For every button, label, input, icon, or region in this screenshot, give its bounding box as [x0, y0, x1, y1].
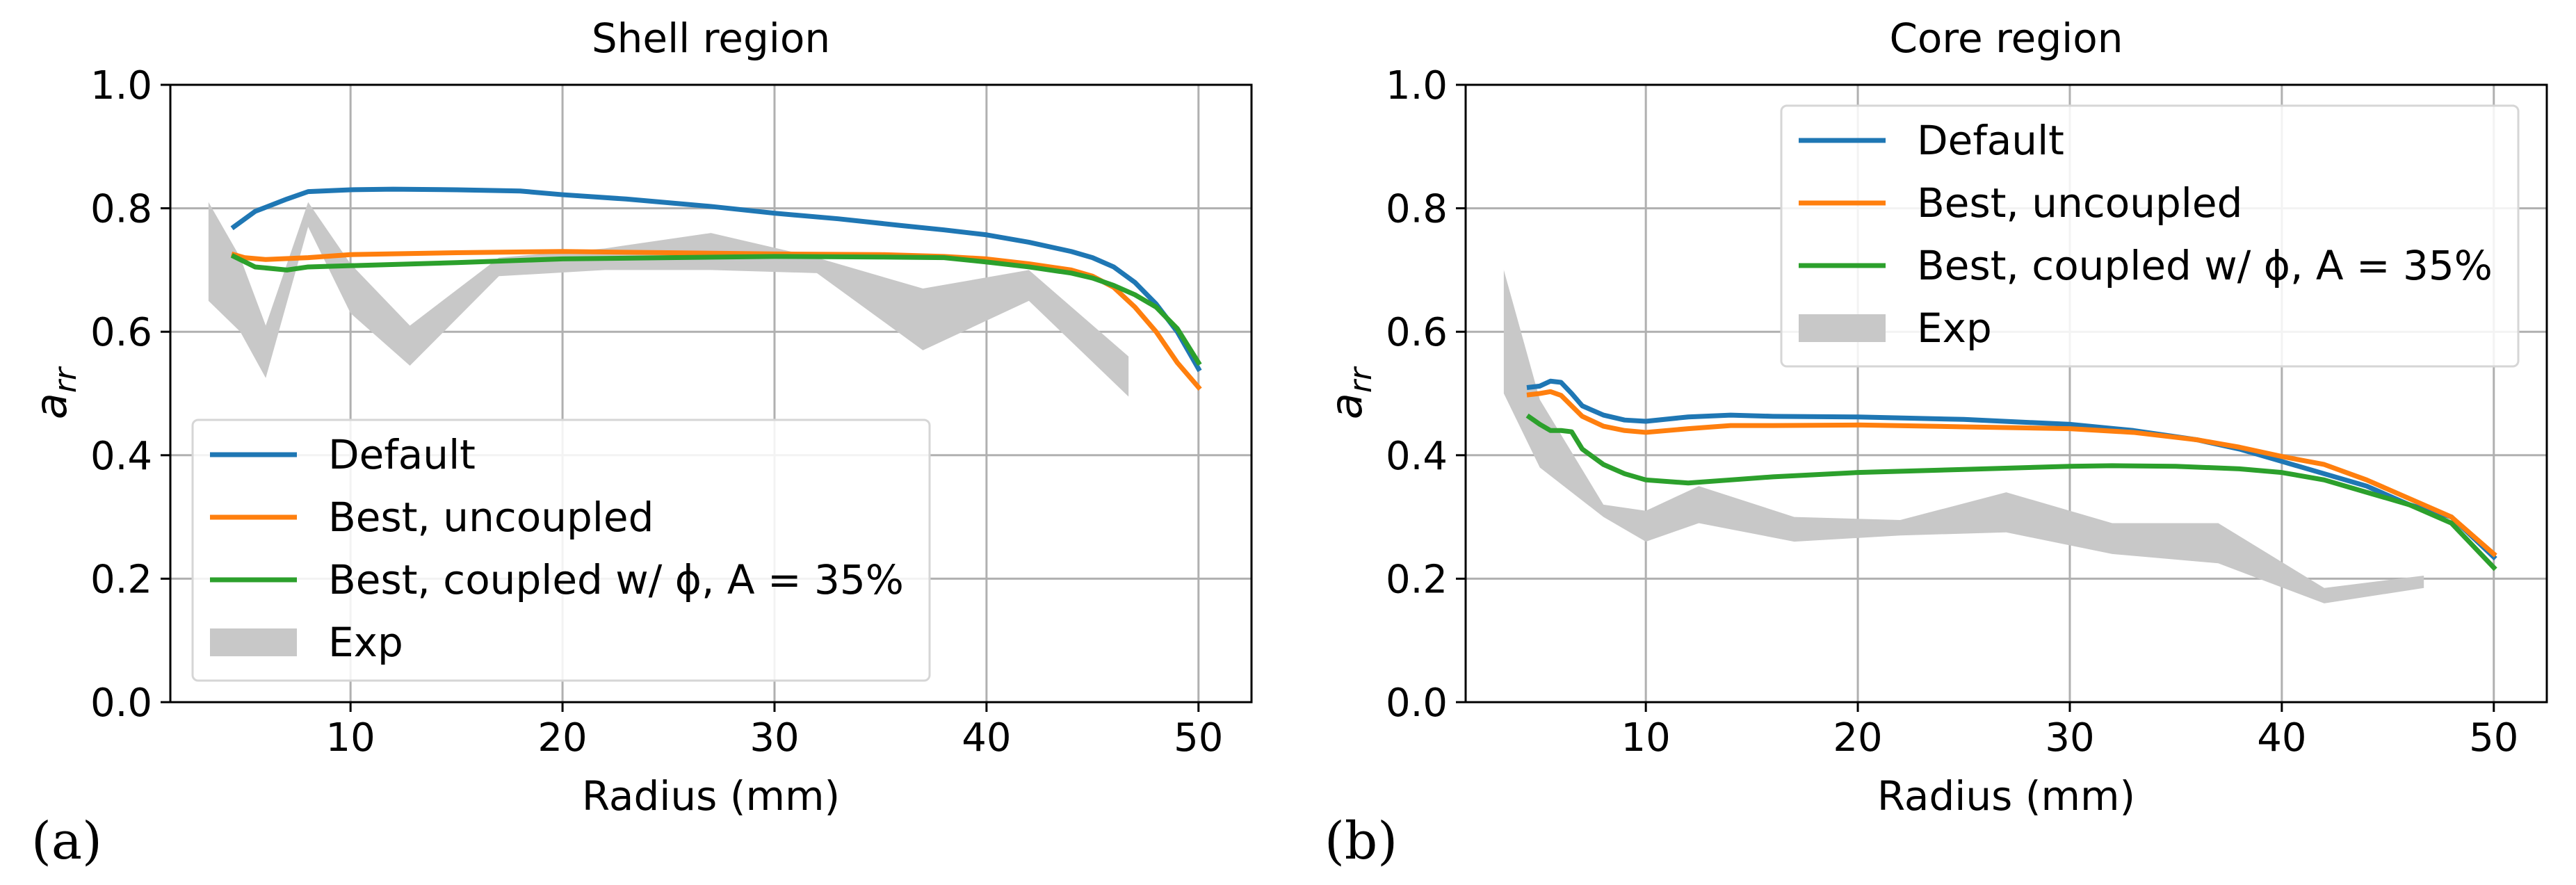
- y-axis-label-sub: rr: [1343, 366, 1379, 393]
- legend-label: Default: [328, 431, 476, 478]
- y-tick-label: 1.0: [90, 63, 152, 108]
- y-tick-label: 0.2: [1386, 557, 1448, 602]
- series-band-exp: [1503, 270, 2424, 603]
- legend: Default Best, uncoupled Best, coupled w/ ϕ…: [191, 419, 931, 682]
- panel-a: 10 20 30 40 50 0.0 0.2 0.4 0.6 0.8 1.0 Shell region…: [26, 15, 1253, 871]
- legend-label: Exp: [1917, 305, 1992, 352]
- x-axis-label: Radius (mm): [1877, 772, 2135, 820]
- panel-label: (b): [1325, 811, 1398, 871]
- chart-title: Shell region: [592, 15, 830, 62]
- legend-label: Best, uncoupled: [328, 494, 654, 541]
- legend-label: Best, coupled w/ ϕ, A = 35%: [1917, 242, 2493, 289]
- axes-frame: [169, 83, 1253, 704]
- axes-frame: [1464, 83, 2548, 704]
- legend-label: Exp: [328, 619, 403, 666]
- y-axis-label-sub: rr: [48, 366, 83, 393]
- x-tick-label: 10: [1621, 715, 1671, 761]
- y-axis-label: arr: [1321, 366, 1379, 419]
- plot-area: [208, 186, 1202, 397]
- y-tick-label: 0.8: [90, 187, 152, 232]
- x-tick-label: 30: [2045, 715, 2094, 761]
- legend-swatch-exp: [210, 628, 297, 656]
- x-tick-label: 20: [537, 715, 587, 761]
- x-tick-label: 50: [2469, 715, 2518, 761]
- y-axis-label-main: a: [26, 393, 76, 419]
- series-band-exp: [208, 202, 1129, 397]
- series-line-best-coupled-w-a-35: [1525, 413, 2497, 571]
- y-tick-label: 0.4: [1386, 434, 1448, 479]
- y-tick-label: 0.6: [1386, 310, 1448, 355]
- plot-area: [1503, 270, 2497, 603]
- x-axis-label: Radius (mm): [582, 772, 840, 820]
- y-tick-label: 0.4: [90, 434, 152, 479]
- y-tick-label: 0.8: [1386, 187, 1448, 232]
- legend: Default Best, uncoupled Best, coupled w/ ϕ…: [1780, 104, 2520, 368]
- legend-label: Best, coupled w/ ϕ, A = 35%: [328, 556, 904, 603]
- x-tick-label: 10: [326, 715, 375, 761]
- chart-title: Core region: [1889, 15, 2123, 62]
- x-tick-label: 30: [750, 715, 799, 761]
- y-tick-label: 0.6: [90, 310, 152, 355]
- legend-frame: [191, 419, 931, 682]
- y-axis-label-main: a: [1321, 393, 1372, 419]
- x-tick-label: 50: [1174, 715, 1223, 761]
- series-line-default: [1526, 378, 2497, 561]
- panel-b: 10 20 30 40 50 0.0 0.2 0.4 0.6 0.8 1.0 Core region R…: [1321, 15, 2548, 871]
- legend-label: Default: [1917, 117, 2064, 164]
- series-line-best-uncoupled: [1526, 389, 2497, 558]
- panel-label: (a): [31, 811, 102, 871]
- series-line-default: [230, 186, 1202, 373]
- y-tick-label: 1.0: [1386, 63, 1448, 108]
- series-line-best-coupled-w-a-35: [230, 253, 1202, 366]
- y-tick-label: 0.0: [1386, 681, 1448, 726]
- x-tick-label: 40: [962, 715, 1011, 761]
- x-tick-label: 40: [2257, 715, 2306, 761]
- x-tick-label: 20: [1833, 715, 1882, 761]
- y-axis-label: arr: [26, 366, 83, 419]
- y-tick-label: 0.2: [90, 557, 152, 602]
- y-tick-label: 0.0: [90, 681, 152, 726]
- legend-frame: [1780, 104, 2520, 368]
- legend-label: Best, uncoupled: [1917, 179, 2242, 227]
- legend-swatch-exp: [1799, 314, 1886, 342]
